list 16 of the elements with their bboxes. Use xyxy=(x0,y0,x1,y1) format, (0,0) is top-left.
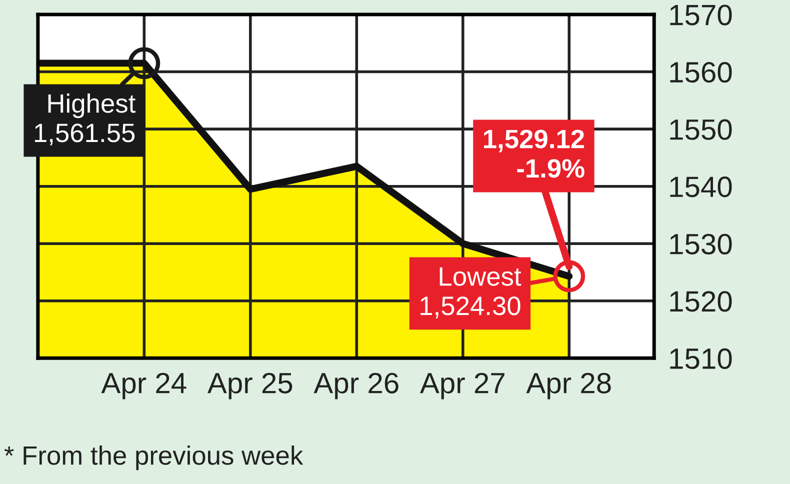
annotation: Lowest 1,524.30 xyxy=(420,267,522,318)
x-tick-label: Apr 27 xyxy=(420,372,504,400)
text: * From the previous week xyxy=(4,446,304,470)
annotation: 1,529.12 -1.9% xyxy=(484,130,584,178)
y-tick-label: 1510 xyxy=(670,348,732,370)
y-tick-label: 1540 xyxy=(670,176,732,198)
x-tick-label: Apr 26 xyxy=(314,372,398,400)
x-tick-label: Apr 25 xyxy=(208,372,292,400)
x-tick-label: Apr 24 xyxy=(101,372,186,400)
y-tick-label: 1530 xyxy=(670,234,732,254)
annotation: Highest 1,561.55 xyxy=(34,93,136,146)
y-tick-label: 1570 xyxy=(670,4,732,26)
y-tick-label: 1550 xyxy=(670,119,732,140)
y-tick-label: 1520 xyxy=(670,291,732,312)
y-tick-label: 1560 xyxy=(670,62,732,83)
x-tick-label: Apr 28 xyxy=(526,372,611,400)
